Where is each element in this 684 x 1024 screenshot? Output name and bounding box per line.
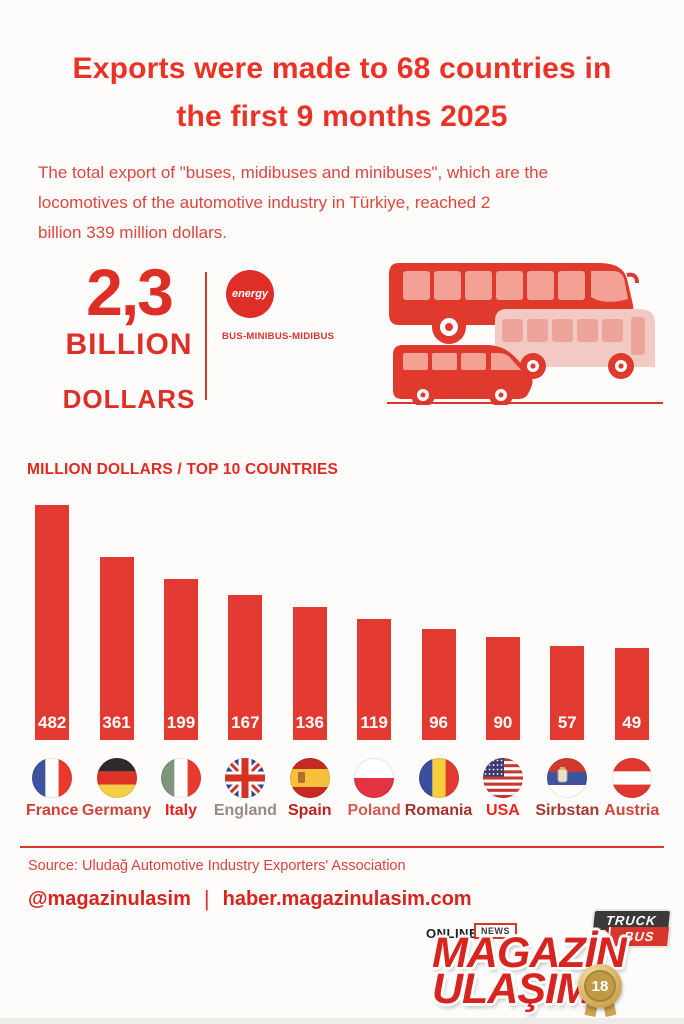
- export-amount-value: 2,3: [86, 255, 174, 329]
- brand-logo: ONLINE NEWS TRUCK BUS MAGAZİN ULAŞIM 18: [408, 906, 680, 1024]
- website-url: haber.magazinulasim.com: [222, 887, 472, 910]
- intro-line-1: The total export of "buses, midibuses an…: [38, 163, 549, 182]
- chart-column-romania: 96 Romania: [404, 500, 473, 820]
- export-amount-unit-dollars: DOLLARS: [62, 384, 196, 414]
- country-label-france: France: [25, 802, 79, 819]
- export-amount-unit-billion: BILLION: [65, 328, 193, 361]
- bar-value-romania: 96: [429, 713, 448, 732]
- bar-value-germany: 361: [102, 713, 131, 732]
- chart-title: MILLION DOLLARS / TOP 10 COUNTRIES: [27, 461, 339, 478]
- flag-italy: [160, 758, 201, 798]
- country-label-usa: USA: [486, 802, 520, 819]
- anniversary-medal-icon: 18: [578, 964, 622, 1008]
- chart-column-italy: 199 Italy: [149, 500, 213, 820]
- flag-france: [32, 758, 73, 798]
- country-label-sirbstan: Sirbstan: [535, 802, 600, 819]
- flag-germany: [96, 758, 137, 798]
- bar-value-england: 167: [231, 713, 260, 732]
- page-title-line2: the first 9 months 2025: [176, 100, 508, 133]
- intro-paragraph: The total export of "buses, midibuses an…: [38, 158, 658, 248]
- export-amount-block: 2,3 BILLION DOLLARS: [58, 255, 200, 415]
- bar-area-italy: 199: [149, 500, 213, 740]
- country-label-austria: Austria: [604, 802, 660, 819]
- online-label: ONLINE: [426, 926, 479, 941]
- bar-spain: 136: [292, 607, 327, 740]
- source-text: Source: Uludağ Automotive Industry Expor…: [28, 858, 406, 874]
- energy-logo-icon: energy: [226, 270, 274, 318]
- flag-poland: [354, 758, 395, 798]
- energy-logo-caption: BUS-MINIBUS-MIDIBUS: [222, 331, 335, 342]
- country-label-spain: Spain: [287, 802, 332, 819]
- bottom-strip: [0, 1018, 684, 1024]
- bar-germany: 361: [99, 557, 134, 740]
- bar-england: 167: [228, 595, 263, 740]
- flag-romania: [418, 758, 459, 798]
- pipe-separator: |: [203, 886, 210, 911]
- buses-illustration: [383, 253, 668, 410]
- flag-serbia: [547, 758, 588, 798]
- chart-column-austria: 49 Austria: [600, 500, 664, 820]
- brand-name-line2: ULAŞIM: [432, 965, 592, 1013]
- chart-column-spain: 136 Spain: [278, 500, 342, 820]
- chart-column-france: 482 France: [20, 500, 84, 820]
- country-label-poland: Poland: [347, 802, 401, 819]
- flag-spain: [289, 758, 330, 798]
- bar-value-usa: 90: [493, 713, 513, 732]
- flag-england: [225, 758, 266, 798]
- intro-line-2: locomotives of the automotive industry i…: [38, 193, 491, 212]
- bar-romania: 96: [421, 629, 456, 740]
- vertical-divider: [205, 272, 207, 400]
- country-label-italy: Italy: [164, 802, 197, 819]
- bar-area-usa: 90: [471, 500, 535, 740]
- social-handle: @magazinulasim: [28, 887, 191, 910]
- chart-column-england: 167 England: [213, 500, 277, 820]
- bar-area-poland: 119: [342, 500, 406, 740]
- buses-illustration-svg: [387, 263, 663, 407]
- bar-value-france: 482: [38, 713, 67, 732]
- bar-area-spain: 136: [278, 500, 342, 740]
- chart-column-poland: 119 Poland: [342, 500, 406, 820]
- bar-sirbstan: 57: [550, 646, 585, 740]
- bar-value-italy: 199: [166, 713, 196, 732]
- bar-value-poland: 119: [360, 713, 388, 732]
- page-title-line1: Exports were made to 68 countries in: [72, 52, 612, 85]
- intro-line-3: billion 339 million dollars.: [38, 223, 227, 242]
- chart-column-sirbstan: 57 Sirbstan: [535, 500, 599, 820]
- bar-area-sirbstan: 57: [535, 500, 599, 740]
- bar-usa: 90: [485, 637, 520, 740]
- flag-usa: [482, 758, 523, 798]
- bar-area-romania: 96: [406, 500, 470, 740]
- chart-column-germany: 361 Germany: [81, 500, 152, 820]
- news-badge: NEWS: [474, 923, 517, 939]
- bar-area-germany: 361: [84, 500, 148, 740]
- bar-value-spain: 136: [295, 713, 324, 732]
- country-label-romania: Romania: [404, 802, 473, 819]
- bar-poland: 119: [357, 619, 392, 740]
- bar-italy: 199: [163, 579, 198, 740]
- bar-austria: 49: [614, 648, 649, 740]
- bar-value-sirbstan: 57: [557, 713, 577, 732]
- bar-area-france: 482: [20, 500, 84, 740]
- news-badge-tail-icon: [486, 940, 494, 946]
- anniversary-medal-number: 18: [584, 970, 616, 1002]
- flag-austria: [611, 758, 652, 798]
- bar-area-england: 167: [213, 500, 277, 740]
- chart-column-usa: 90 USA: [471, 500, 535, 820]
- bar-chart: 482 France 361 Germany 199 Italy 167 England 136…: [20, 500, 664, 820]
- footer-divider: [20, 846, 664, 848]
- country-label-england: England: [213, 802, 277, 819]
- energy-logo-text: energy: [231, 288, 269, 300]
- country-label-germany: Germany: [81, 802, 152, 819]
- bar-value-austria: 49: [622, 713, 642, 732]
- bar-france: 482: [35, 505, 70, 740]
- social-row: @magazinulasim | haber.magazinulasim.com: [28, 886, 472, 912]
- bar-area-austria: 49: [600, 500, 664, 740]
